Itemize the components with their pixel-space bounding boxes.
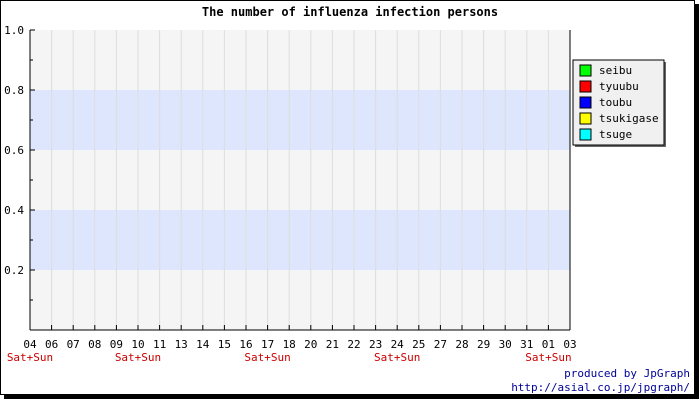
legend-label-toubu: toubu (599, 96, 632, 109)
plot-band-0 (30, 210, 570, 270)
weekend-marker-label: Sat+Sun (7, 351, 53, 364)
legend-swatch-toubu (579, 96, 592, 109)
y-tick-label: 0.8 (4, 84, 24, 97)
legend-label-tsukigase: tsukigase (599, 112, 659, 125)
x-tick-label: 29 (477, 338, 490, 351)
x-tick-label: 06 (45, 338, 58, 351)
x-tick-label: 04 (23, 338, 37, 351)
weekend-marker-label: Sat+Sun (525, 351, 571, 364)
x-tick-label: 24 (391, 338, 405, 351)
x-tick-label: 22 (347, 338, 360, 351)
x-tick-label: 21 (326, 338, 339, 351)
x-tick-label: 15 (218, 338, 231, 351)
x-tick-label: 11 (153, 338, 166, 351)
weekend-marker-label: Sat+Sun (115, 351, 161, 364)
x-tick-label: 25 (412, 338, 425, 351)
legend-swatch-tsukigase (579, 112, 592, 125)
chart-title: The number of influenza infection person… (202, 5, 498, 19)
y-tick-label: 0.6 (4, 144, 24, 157)
x-tick-label: 16 (239, 338, 252, 351)
y-tick-label: 0.4 (4, 204, 24, 217)
x-tick-label: 20 (304, 338, 317, 351)
x-tick-label: 07 (67, 338, 80, 351)
credit-line-1: produced by JpGraph (564, 367, 690, 380)
credit-line-2[interactable]: http://asial.co.jp/jpgraph/ (511, 381, 690, 394)
x-tick-label: 23 (369, 338, 382, 351)
plot-background (30, 30, 570, 330)
x-tick-label: 30 (499, 338, 512, 351)
weekend-marker-label: Sat+Sun (244, 351, 290, 364)
weekend-marker-label: Sat+Sun (374, 351, 420, 364)
x-tick-label: 28 (455, 338, 468, 351)
legend-swatch-seibu (579, 64, 592, 77)
x-tick-label: 17 (261, 338, 274, 351)
y-tick-label: 1.0 (4, 24, 24, 37)
plot-area: 0.2 0.4 0.6 0.8 1.0 04 06 07 08 09 10 11 13 14 15 16 17 1… (4, 24, 577, 364)
y-tick-label: 0.2 (4, 264, 24, 277)
x-tick-label: 18 (283, 338, 296, 351)
x-tick-label: 08 (88, 338, 101, 351)
legend-label-seibu: seibu (599, 64, 632, 77)
x-tick-label: 01 (542, 338, 555, 351)
x-tick-label: 31 (520, 338, 533, 351)
x-tick-label: 13 (175, 338, 188, 351)
x-tick-label: 14 (196, 338, 210, 351)
x-tick-label: 09 (110, 338, 123, 351)
x-tick-label: 03 (563, 338, 576, 351)
plot-band-1 (30, 90, 570, 150)
x-tick-label: 10 (131, 338, 144, 351)
legend: seibu tyuubu toubu tsukigase tsuge (572, 59, 666, 147)
legend-swatch-tyuubu (579, 80, 592, 93)
legend-swatch-tsuge (579, 128, 592, 141)
legend-label-tyuubu: tyuubu (599, 80, 639, 93)
x-tick-label: 27 (434, 338, 447, 351)
legend-label-tsuge: tsuge (599, 128, 632, 141)
